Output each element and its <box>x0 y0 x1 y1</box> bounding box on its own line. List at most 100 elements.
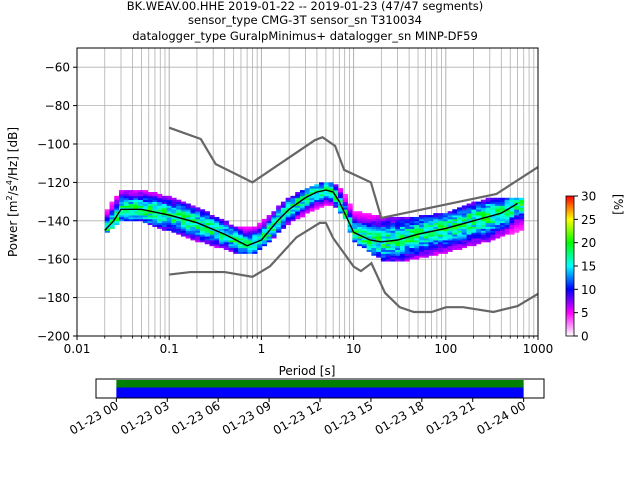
density-cell <box>252 232 258 235</box>
density-cell <box>480 199 487 202</box>
density-cell <box>471 238 477 241</box>
density-cell <box>123 201 129 204</box>
density-cell <box>452 245 458 249</box>
density-cell <box>409 230 415 233</box>
density-cell <box>128 215 134 218</box>
density-cell <box>485 205 491 208</box>
density-cell <box>518 228 525 231</box>
density-cell <box>119 190 125 193</box>
density-cell <box>399 241 406 245</box>
density-cell <box>490 205 496 208</box>
density-cell <box>438 226 444 229</box>
density-cell <box>104 216 110 220</box>
density-cell <box>290 199 296 202</box>
density-cell <box>414 241 420 245</box>
density-cell <box>361 232 368 235</box>
density-cell <box>195 226 201 229</box>
density-cell <box>342 199 348 202</box>
density-cell <box>280 215 287 218</box>
density-cell <box>114 211 120 214</box>
timeline-tick-label: 01-23 12 <box>271 398 325 437</box>
density-cell <box>176 228 182 231</box>
colorbar-tick-label: 30 <box>581 190 596 204</box>
density-cell <box>404 240 410 243</box>
density-cell <box>338 211 344 214</box>
density-cell <box>495 215 501 218</box>
density-cell <box>509 216 515 220</box>
density-cell <box>352 236 358 239</box>
density-cell <box>247 230 253 233</box>
density-cell <box>176 213 182 216</box>
density-cell <box>371 234 377 237</box>
mode-line <box>104 189 518 247</box>
density-cell <box>504 226 510 229</box>
density-cell <box>323 197 329 201</box>
density-cell <box>399 249 406 252</box>
density-cell <box>176 226 182 229</box>
density-cell <box>142 190 149 193</box>
density-cell <box>414 255 420 258</box>
density-cell <box>219 224 225 227</box>
density-cell <box>452 211 458 214</box>
density-cell <box>376 215 382 218</box>
density-cell <box>176 232 182 235</box>
density-cell <box>376 218 382 222</box>
density-cell <box>399 240 406 243</box>
density-cell <box>361 220 368 224</box>
y-axis-ticks: −60−80−100−120−140−160−180−200 <box>37 61 77 344</box>
density-cell <box>185 211 191 214</box>
density-cell <box>418 249 425 252</box>
density-cell <box>380 232 387 235</box>
density-cell <box>347 211 353 214</box>
density-cell <box>238 226 244 229</box>
density-cell <box>395 226 401 229</box>
density-cell <box>309 201 315 204</box>
density-cell <box>361 240 368 243</box>
density-cell <box>361 241 368 245</box>
density-cell <box>185 222 191 226</box>
density-cell <box>185 205 191 208</box>
density-cell <box>499 197 506 201</box>
density-cell <box>504 199 510 202</box>
density-cell <box>395 255 401 258</box>
density-cell <box>471 213 477 216</box>
density-cell <box>452 241 458 245</box>
density-cell <box>219 218 225 222</box>
density-cell <box>461 232 467 235</box>
density-cell <box>228 238 234 241</box>
density-cell <box>399 220 406 224</box>
density-cell <box>214 243 220 247</box>
density-cell <box>180 220 187 224</box>
density-cell <box>428 222 434 226</box>
x-axis-ticks: 0.01 0.1 1 10 100 1000 <box>64 336 553 356</box>
density-cell <box>190 213 196 216</box>
y-tick-label: −180 <box>37 291 70 305</box>
density-cell <box>371 218 377 222</box>
density-cell <box>323 184 329 187</box>
density-cell <box>261 224 268 227</box>
density-cell <box>509 228 515 231</box>
density-cell <box>428 236 434 239</box>
density-cell <box>261 243 268 247</box>
density-cell <box>328 184 334 187</box>
density-cell <box>485 207 491 210</box>
density-cell <box>385 218 391 222</box>
density-cell <box>204 234 210 237</box>
density-cell <box>176 211 182 214</box>
density-cell <box>204 216 210 220</box>
density-cell <box>509 222 515 226</box>
density-cell <box>166 211 172 214</box>
density-cell <box>252 247 258 250</box>
density-cell <box>347 203 353 206</box>
density-cell <box>418 222 425 226</box>
density-cell <box>252 230 258 233</box>
colorbar-tick-label: 20 <box>581 236 596 250</box>
density-cell <box>399 224 406 227</box>
density-cell <box>433 224 439 227</box>
density-cell <box>480 209 487 212</box>
density-cell <box>161 218 168 222</box>
density-cell <box>352 230 358 233</box>
density-cell <box>280 207 287 210</box>
coverage-bar <box>116 380 524 388</box>
